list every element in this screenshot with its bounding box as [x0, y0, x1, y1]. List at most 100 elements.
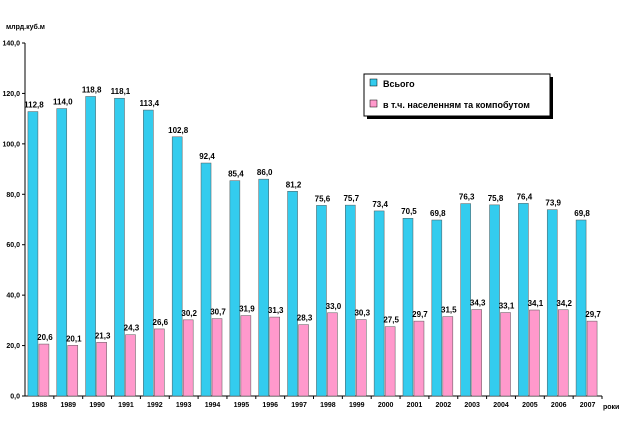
x-tick-label: 2006 — [551, 402, 567, 409]
bar-total — [489, 204, 500, 397]
bar-total — [460, 203, 471, 397]
data-label-households: 30,3 — [354, 309, 370, 318]
x-axis-unit: роки — [603, 404, 619, 411]
y-tick-label: 20,0 — [6, 343, 20, 350]
data-label-total: 112,8 — [24, 101, 44, 110]
data-label-households: 34,2 — [556, 299, 572, 308]
data-label-total: 73,4 — [372, 200, 388, 209]
bar-total — [258, 178, 269, 397]
bar-households — [96, 342, 107, 397]
bar-households — [211, 318, 223, 397]
bar-households — [182, 319, 194, 397]
x-tick-label: 1999 — [349, 402, 365, 409]
x-tick-label: 2000 — [378, 402, 394, 409]
y-tick-label: 0,0 — [10, 394, 20, 401]
bar-households — [586, 320, 598, 397]
x-tick-label: 2004 — [493, 402, 509, 409]
data-label-households: 21,3 — [95, 331, 111, 340]
bar-total — [575, 219, 587, 397]
x-tick-label: 1997 — [291, 402, 307, 409]
x-tick-label: 1992 — [147, 402, 163, 409]
bar-total — [229, 180, 241, 397]
bar-total — [518, 203, 529, 397]
y-axis-title: млрд.куб.м — [6, 23, 45, 31]
data-label-total: 75,7 — [343, 194, 359, 203]
bar-total — [56, 108, 68, 397]
bar-total — [85, 96, 96, 397]
x-tick-label: 2001 — [407, 402, 423, 409]
x-tick-label: 1988 — [32, 402, 48, 409]
bar-households — [125, 334, 136, 397]
data-label-total: 114,0 — [53, 98, 73, 107]
bar-total — [200, 162, 212, 397]
x-tick-label: 2003 — [464, 402, 480, 409]
data-label-total: 86,0 — [257, 168, 273, 177]
legend: Всього в т.ч. населенням та компобутом — [363, 73, 553, 119]
legend-label-total: Всього — [383, 79, 415, 89]
y-tick-label: 120,0 — [2, 91, 20, 98]
bar-households — [327, 312, 338, 397]
x-tick-label: 2005 — [522, 402, 538, 409]
data-label-total: 75,6 — [315, 194, 331, 203]
data-label-households: 31,5 — [441, 306, 457, 315]
bar-total — [345, 204, 356, 397]
x-tick-label: 1990 — [89, 402, 105, 409]
legend-label-households: в т.ч. населенням та компобутом — [383, 100, 530, 110]
bar-households — [557, 309, 569, 397]
bar-households — [298, 324, 309, 397]
data-label-total: 92,4 — [199, 152, 215, 161]
x-tick-label: 1996 — [262, 402, 278, 409]
data-label-households: 29,7 — [585, 310, 601, 319]
y-tick-label: 60,0 — [6, 242, 20, 249]
bar-households — [154, 328, 165, 397]
bar-households — [471, 309, 482, 397]
data-label-total: 102,8 — [168, 126, 189, 135]
y-tick-label: 80,0 — [6, 192, 20, 199]
data-label-total: 76,4 — [517, 192, 533, 201]
data-label-households: 20,6 — [37, 333, 53, 342]
data-label-households: 24,3 — [124, 324, 140, 333]
x-tick-label: 2007 — [580, 402, 596, 409]
y-tick-label: 140,0 — [2, 41, 20, 48]
data-label-total: 118,8 — [82, 85, 102, 94]
data-label-total: 69,8 — [574, 209, 590, 218]
bar-total — [171, 136, 183, 397]
y-tick-label: 100,0 — [2, 141, 20, 148]
bar-total — [373, 210, 385, 397]
data-label-households: 31,9 — [239, 305, 255, 314]
bar-households — [67, 345, 79, 397]
data-label-total: 81,2 — [286, 180, 302, 189]
data-label-households: 31,3 — [268, 306, 284, 315]
bar-total — [402, 217, 414, 397]
x-tick-label: 1993 — [176, 402, 192, 409]
bar-total — [114, 97, 125, 397]
bar-households — [529, 309, 540, 397]
bar-households — [413, 320, 425, 397]
bar-households — [269, 316, 280, 397]
data-label-total: 70,5 — [401, 207, 417, 216]
bar-households — [240, 315, 252, 397]
legend-swatch-total — [369, 78, 378, 87]
bar-households — [500, 312, 511, 397]
bar-households — [442, 316, 454, 397]
x-tick-label: 1994 — [205, 402, 221, 409]
data-label-households: 29,7 — [412, 310, 428, 319]
data-label-households: 27,5 — [383, 316, 399, 325]
data-label-households: 33,1 — [499, 302, 515, 311]
bar-total — [143, 109, 154, 397]
x-tick-label: 1989 — [60, 402, 76, 409]
x-tick-label: 1998 — [320, 402, 336, 409]
data-label-households: 30,2 — [181, 309, 197, 318]
bar-households — [38, 343, 50, 397]
data-label-households: 26,6 — [153, 318, 169, 327]
legend-box-shadow-bottom — [367, 116, 553, 119]
bar-total — [431, 219, 443, 397]
data-label-total: 75,8 — [488, 194, 504, 203]
bar-total — [316, 205, 327, 397]
data-label-total: 76,3 — [459, 193, 475, 202]
data-label-total: 73,9 — [545, 199, 561, 208]
data-label-households: 28,3 — [297, 314, 313, 323]
bar-households — [356, 319, 367, 397]
bars — [27, 96, 598, 397]
